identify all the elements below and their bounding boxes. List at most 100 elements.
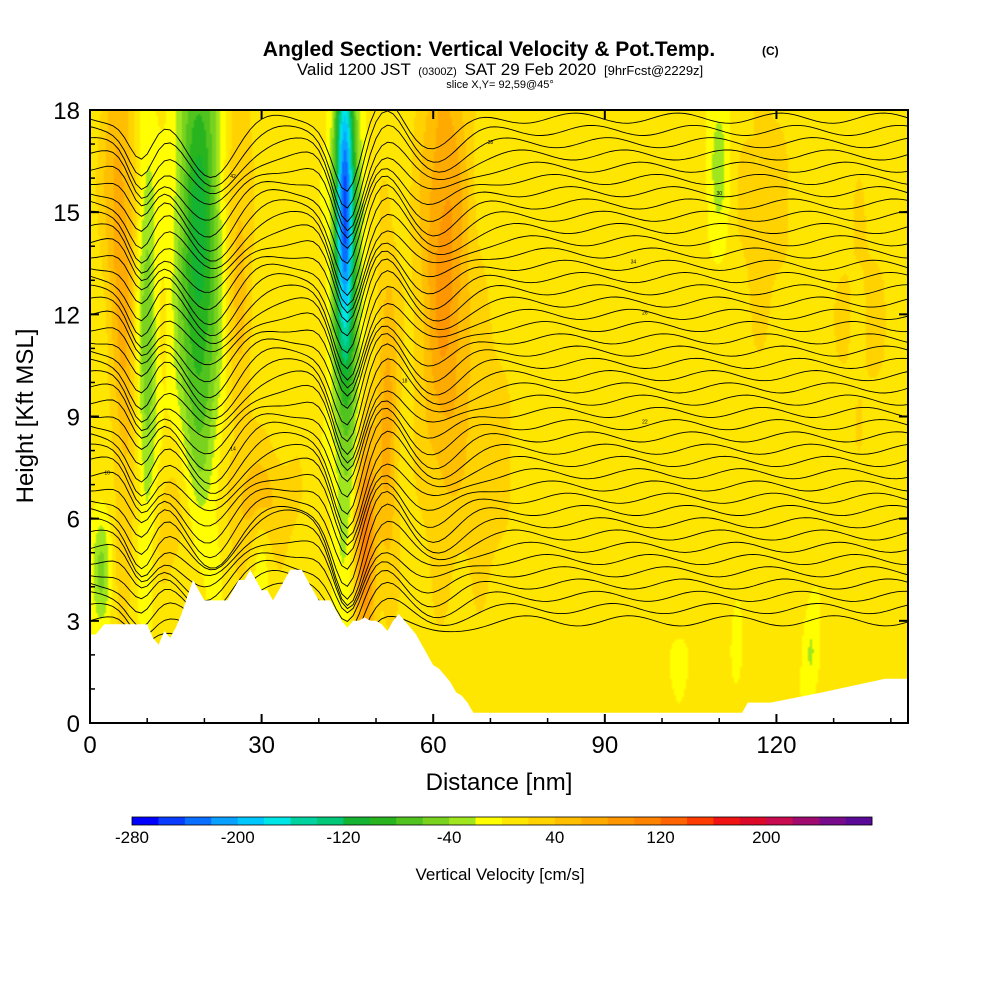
- colorbar-tick-label: -200: [221, 828, 255, 847]
- subtitle-forecast: [9hrFcst@2229z]: [604, 63, 703, 78]
- x-axis-ticks: 0 30 60 90 120: [83, 110, 892, 759]
- colorbar-swatch: [475, 817, 503, 825]
- colorbar-swatch: [211, 817, 239, 825]
- colorbar-swatch: [554, 817, 582, 825]
- contour-label: 10: [104, 470, 110, 476]
- isentrope-line: [90, 463, 908, 546]
- isentrope-line: [90, 286, 908, 381]
- colorbar-ticks: -280 -200 -120 -40 40 120 200: [115, 828, 780, 847]
- colorbar-swatch: [739, 817, 767, 825]
- colorbar-swatch: [766, 817, 794, 825]
- isentrope-line: [90, 333, 908, 426]
- subtitle-zulu: (0300Z): [418, 66, 457, 78]
- colorbar-swatch: [502, 817, 529, 825]
- isentrope-line: [90, 270, 908, 370]
- colorbar-label: Vertical Velocity [cm/s]: [415, 865, 584, 884]
- plot-area: 10 14 18 22 26 30 34 38 42: [90, 110, 908, 723]
- contour-label: 22: [642, 419, 648, 425]
- isentrope-line: [90, 213, 908, 307]
- colorbar-tick-label: 120: [646, 828, 674, 847]
- colorbar-swatch: [290, 817, 318, 825]
- colorbar-swatch: [317, 817, 344, 825]
- colorbar-swatch: [158, 817, 186, 825]
- contour-label: 42: [230, 174, 236, 180]
- y-tick-label: 6: [67, 507, 80, 534]
- y-tick-label: 18: [53, 98, 80, 125]
- colorbar-tick-label: 40: [545, 828, 564, 847]
- isentrope-line: [90, 520, 908, 607]
- isentrope-line: [90, 110, 908, 192]
- colorbar-swatch: [237, 817, 265, 825]
- colorbar-swatch: [449, 817, 476, 825]
- colorbar-swatch: [819, 817, 846, 825]
- colorbar-swatch: [607, 817, 635, 825]
- slice-label: slice X,Y= 92,59@45°: [446, 79, 554, 91]
- isentrope-line: [90, 157, 908, 239]
- colorbar-tick-label: 200: [752, 828, 780, 847]
- contour-label: 34: [631, 259, 637, 265]
- isentrope-line: [90, 184, 908, 282]
- title-mark: (C): [762, 44, 779, 58]
- y-tick-label: 9: [67, 405, 80, 432]
- isentrope-line: [90, 250, 908, 337]
- isentrope-line: [90, 503, 908, 600]
- isentrope-line: [90, 358, 908, 456]
- isentrope-line: [90, 559, 908, 623]
- colorbar-swatch: [528, 817, 556, 825]
- colorbar-tick-label: -40: [437, 828, 462, 847]
- isentrope-line: [90, 390, 908, 472]
- colorbar-tick-label: -280: [115, 828, 149, 847]
- colorbar-swatch: [581, 817, 609, 825]
- isentrope-line: [90, 197, 908, 297]
- isentrope-line: [90, 258, 908, 354]
- x-tick-label: 0: [83, 732, 96, 759]
- isentrope-line: [90, 168, 908, 250]
- isentrope-line: [90, 417, 908, 515]
- contour-labels: 10 14 18 22 26 30 34 38 42: [104, 140, 722, 476]
- x-tick-label: 90: [591, 732, 618, 759]
- colorbar-swatch: [634, 817, 661, 825]
- y-axis-label: Height [Kft MSL]: [12, 329, 39, 504]
- colorbar-swatch: [132, 817, 159, 825]
- colorbar-swatch: [713, 817, 741, 825]
- isentrope-line: [90, 316, 908, 397]
- contour-label: 30: [716, 191, 722, 197]
- isentrope-line: [90, 552, 908, 614]
- colorbar-swatch: [845, 817, 873, 825]
- y-tick-label: 12: [53, 302, 80, 329]
- y-axis-ticks: 0 3 6 9 12 15 18: [53, 98, 908, 738]
- terrain: [90, 569, 908, 723]
- isentrope-line: [90, 242, 908, 323]
- isentrope-line: [90, 400, 908, 483]
- isentrope-line: [90, 175, 908, 265]
- isentrope-line: [90, 325, 908, 410]
- colorbar-swatch: [264, 817, 291, 825]
- chart-title: Angled Section: Vertical Velocity & Pot.…: [263, 38, 715, 61]
- isentrope-line: [90, 141, 908, 232]
- contour-label: 18: [402, 378, 408, 384]
- x-tick-label: 30: [248, 732, 275, 759]
- subtitle: Valid 1200 JST (0300Z) SAT 29 Feb 2020 […: [297, 60, 703, 79]
- y-tick-label: 15: [53, 200, 80, 227]
- colorbar-swatch: [660, 817, 688, 825]
- isentrope-line: [90, 475, 908, 556]
- isentrope-line: [90, 538, 908, 610]
- colorbar-swatch: [184, 817, 212, 825]
- isentrope-line: [90, 230, 908, 314]
- isentrope-line: [90, 110, 908, 209]
- isentrope-line: [90, 124, 908, 223]
- x-axis-label: Distance [nm]: [426, 769, 573, 796]
- isentrope-line: [90, 375, 908, 464]
- y-tick-label: 0: [67, 711, 80, 738]
- isentrope-line: [90, 482, 908, 570]
- isentrope-line: [90, 491, 908, 588]
- isentrope-line: [90, 430, 908, 529]
- colorbar-swatch: [396, 817, 424, 825]
- x-tick-label: 120: [756, 732, 796, 759]
- colorbar-swatch: [369, 817, 397, 825]
- colorbar-swatch: [792, 817, 820, 825]
- y-tick-label: 3: [67, 609, 80, 636]
- colorbar-tick-label: -120: [326, 828, 360, 847]
- colorbar: [131, 816, 873, 826]
